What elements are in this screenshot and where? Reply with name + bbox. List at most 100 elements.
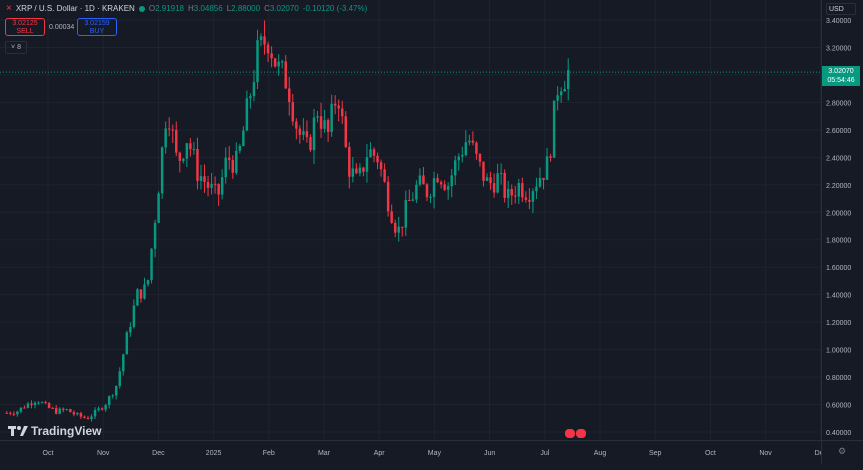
candle-body: [288, 88, 291, 103]
candle-body: [478, 153, 482, 162]
candle-body: [259, 36, 263, 41]
candle-body: [291, 102, 295, 122]
candle-body: [559, 91, 563, 96]
time-tick-label: Oct: [705, 450, 716, 457]
tradingview-logo[interactable]: TradingView: [8, 424, 101, 438]
ohlc-open: O2.91918: [149, 4, 184, 13]
buy-label: BUY: [89, 28, 105, 35]
price-tick-label: 2.40000: [826, 155, 851, 162]
candle-body: [376, 155, 379, 163]
candle-body: [355, 168, 358, 174]
candle-body: [284, 61, 287, 89]
close-value: 3.02070: [269, 4, 299, 13]
candle-body: [418, 175, 422, 185]
candle-body: [171, 129, 174, 131]
price-tick-label: 1.00000: [826, 348, 851, 355]
sell-button[interactable]: 3.02125 SELL: [5, 18, 45, 36]
candle-body: [312, 117, 316, 151]
candle-body: [23, 407, 26, 409]
candle-body: [411, 199, 415, 201]
candle-body: [86, 417, 90, 420]
ohlc-high: H3.04856: [188, 4, 223, 13]
symbol-title[interactable]: XRP / U.S. Dollar · 1D · KRAKEN: [15, 4, 135, 13]
candle-body: [404, 200, 408, 228]
candle-body: [220, 177, 224, 195]
buy-button[interactable]: 3.02159 BUY: [77, 18, 117, 36]
sell-label: SELL: [16, 28, 34, 35]
time-scale[interactable]: Oct Nov Dec 2025 Feb Mar Apr May Jun Jul Aug Sep Oct…: [0, 440, 828, 465]
time-tick-label: Mar: [318, 450, 331, 457]
candle-body: [30, 403, 33, 406]
candle-body: [189, 143, 192, 150]
candle-body: [47, 403, 51, 408]
candle-body: [242, 130, 245, 146]
last-price-tag: 3.02070 05:54:46: [822, 66, 860, 87]
candle-body: [386, 181, 390, 212]
candle-body: [358, 167, 362, 174]
candle-body: [136, 289, 139, 306]
candle-body: [107, 396, 111, 406]
candle-body: [54, 407, 58, 414]
candle-body: [143, 284, 146, 299]
candle-body: [146, 280, 150, 285]
candle-body: [401, 226, 404, 228]
candle-body: [227, 157, 231, 161]
event-marker-icon[interactable]: [565, 429, 575, 438]
candle-body: [298, 128, 302, 135]
candle-body: [167, 128, 171, 130]
candle-body: [471, 140, 475, 143]
candle-body: [62, 408, 65, 410]
candle-body: [517, 183, 521, 197]
time-tick-label: Nov: [759, 450, 772, 457]
brand-name: TradingView: [31, 424, 102, 438]
candle-body: [256, 40, 259, 83]
candle-body: [482, 161, 485, 181]
time-tick-label: Sep: [649, 450, 662, 457]
chart-pane[interactable]: [0, 0, 822, 440]
candle-body: [302, 131, 305, 135]
candle-body: [348, 146, 351, 177]
candle-body: [79, 413, 83, 417]
candle-body: [44, 402, 47, 404]
candle-body: [178, 152, 182, 161]
candle-body: [129, 326, 132, 333]
price-tick-label: 1.20000: [826, 320, 851, 327]
settings-gear-icon[interactable]: ⚙: [838, 446, 847, 456]
candle-body: [351, 168, 355, 177]
live-dot-icon: [138, 5, 145, 12]
candle-body: [506, 188, 510, 198]
time-tick-label: Aug: [594, 450, 607, 457]
candle-body: [37, 402, 40, 404]
open-label: O: [148, 4, 156, 13]
candle-body: [90, 416, 93, 420]
candle-body: [100, 408, 104, 410]
indicators-toggle[interactable]: ˅ 8: [5, 41, 27, 54]
candle-body: [203, 176, 206, 183]
countdown-value: 05:54:46: [827, 77, 855, 85]
candle-body: [429, 196, 432, 198]
buy-price: 3.02159: [84, 20, 110, 27]
candle-body: [238, 145, 242, 151]
candle-body: [510, 188, 513, 196]
candle-body: [9, 412, 12, 414]
candle-body: [157, 193, 160, 223]
candle-body: [270, 53, 273, 59]
candle-body: [83, 416, 86, 418]
candle-body: [185, 143, 189, 159]
candle-body: [408, 200, 411, 202]
time-tick-label: Oct: [43, 450, 54, 457]
candle-body: [114, 385, 118, 396]
price-tick-label: 3.20000: [826, 45, 851, 52]
candle-body: [277, 61, 280, 67]
candle-body: [461, 155, 464, 157]
candle-body: [521, 183, 524, 198]
candle-body: [415, 184, 418, 200]
candle-body: [379, 162, 383, 170]
currency-button[interactable]: USD: [826, 3, 856, 15]
candle-body: [485, 177, 489, 181]
candle-body: [153, 222, 157, 249]
candlestick-chart[interactable]: [0, 0, 822, 440]
close-icon[interactable]: ×: [6, 2, 12, 14]
event-marker-icon[interactable]: [576, 429, 586, 438]
